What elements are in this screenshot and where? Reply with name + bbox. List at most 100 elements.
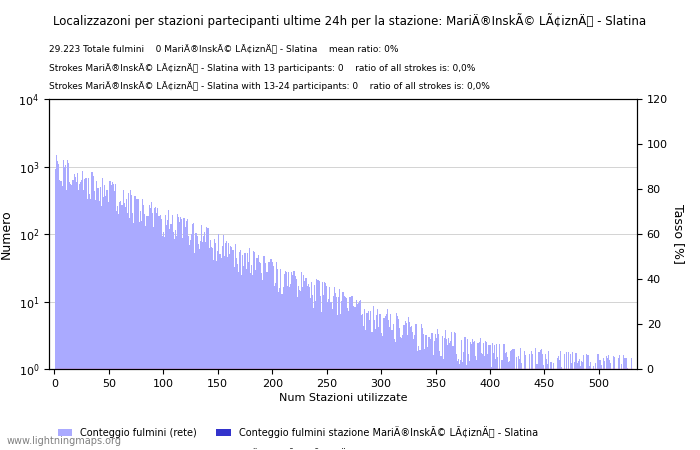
Bar xyxy=(520,348,521,450)
Bar xyxy=(150,202,152,450)
Bar xyxy=(617,369,618,450)
Bar xyxy=(162,236,163,450)
Bar xyxy=(372,333,373,450)
Bar xyxy=(88,178,89,450)
Bar xyxy=(101,206,102,450)
Bar xyxy=(188,236,189,450)
Bar xyxy=(323,295,324,450)
Bar xyxy=(554,369,555,450)
Bar xyxy=(408,317,409,450)
Bar xyxy=(190,240,191,450)
Bar xyxy=(509,361,510,450)
Bar xyxy=(362,314,363,450)
Bar xyxy=(274,286,275,450)
Bar xyxy=(302,287,303,450)
Bar xyxy=(268,262,270,450)
Bar xyxy=(350,297,351,450)
Bar xyxy=(556,369,557,450)
Bar xyxy=(557,358,558,450)
Bar xyxy=(240,250,241,450)
Bar xyxy=(570,354,571,450)
Bar xyxy=(242,256,244,450)
Bar xyxy=(622,369,624,450)
Bar xyxy=(281,294,283,450)
Bar xyxy=(338,297,339,450)
Bar xyxy=(77,173,78,450)
Bar xyxy=(487,354,489,450)
Bar xyxy=(597,354,598,450)
Bar xyxy=(419,350,420,450)
Bar xyxy=(138,198,139,450)
Bar xyxy=(567,369,568,450)
Bar xyxy=(85,178,87,450)
Bar xyxy=(79,184,80,450)
Bar xyxy=(305,278,307,450)
Bar xyxy=(183,218,185,450)
Bar xyxy=(90,199,91,450)
Bar xyxy=(516,357,517,450)
Bar xyxy=(577,363,578,450)
Bar xyxy=(65,165,66,450)
Bar xyxy=(211,247,212,450)
Bar xyxy=(146,216,148,450)
Bar xyxy=(480,338,481,450)
Bar xyxy=(428,338,430,450)
Bar xyxy=(156,213,158,450)
Bar xyxy=(482,354,483,450)
Bar xyxy=(365,330,366,450)
Bar xyxy=(127,213,128,450)
Bar xyxy=(332,296,334,450)
Bar xyxy=(460,360,461,450)
Bar xyxy=(432,333,433,450)
Bar xyxy=(618,359,619,450)
Bar xyxy=(326,286,327,450)
Bar xyxy=(237,264,238,450)
Bar xyxy=(349,297,350,450)
Bar xyxy=(82,171,83,450)
Bar xyxy=(228,243,229,450)
Bar xyxy=(559,360,560,450)
Bar xyxy=(126,198,127,450)
Bar xyxy=(511,350,512,450)
Bar xyxy=(548,351,550,450)
Bar xyxy=(486,342,487,450)
Bar xyxy=(225,243,226,450)
Bar xyxy=(352,296,354,450)
Bar xyxy=(351,297,352,450)
Bar xyxy=(104,185,105,450)
Bar xyxy=(55,170,56,450)
Bar xyxy=(272,262,273,450)
Bar xyxy=(278,292,279,450)
Bar xyxy=(474,341,475,450)
Bar xyxy=(238,272,239,450)
Legend: Partecipazione della stazione MariÄ®InskÃ© LÃ¢iznÄ - Slatina %: Partecipazione della stazione MariÄ®Insk… xyxy=(54,444,412,450)
Bar xyxy=(273,266,274,450)
Bar xyxy=(619,355,620,450)
Bar xyxy=(212,248,213,450)
Bar xyxy=(517,369,518,450)
Bar xyxy=(399,328,400,450)
Bar xyxy=(540,349,542,450)
Bar xyxy=(230,247,232,450)
Bar xyxy=(616,369,617,450)
Bar xyxy=(470,342,471,450)
Bar xyxy=(383,318,384,450)
Bar xyxy=(139,222,140,450)
Bar xyxy=(463,351,464,450)
Bar xyxy=(560,351,561,450)
Bar xyxy=(310,298,311,450)
Bar xyxy=(99,187,101,450)
Bar xyxy=(325,283,326,450)
Bar xyxy=(251,265,252,450)
Bar xyxy=(534,369,536,450)
Bar xyxy=(438,334,440,450)
Bar xyxy=(361,315,362,450)
Bar xyxy=(111,182,113,450)
Bar xyxy=(498,369,499,450)
Bar xyxy=(624,358,626,450)
Bar xyxy=(144,214,146,450)
Bar xyxy=(130,190,131,450)
Bar xyxy=(131,195,132,450)
Bar xyxy=(456,354,457,450)
Bar xyxy=(105,196,106,450)
